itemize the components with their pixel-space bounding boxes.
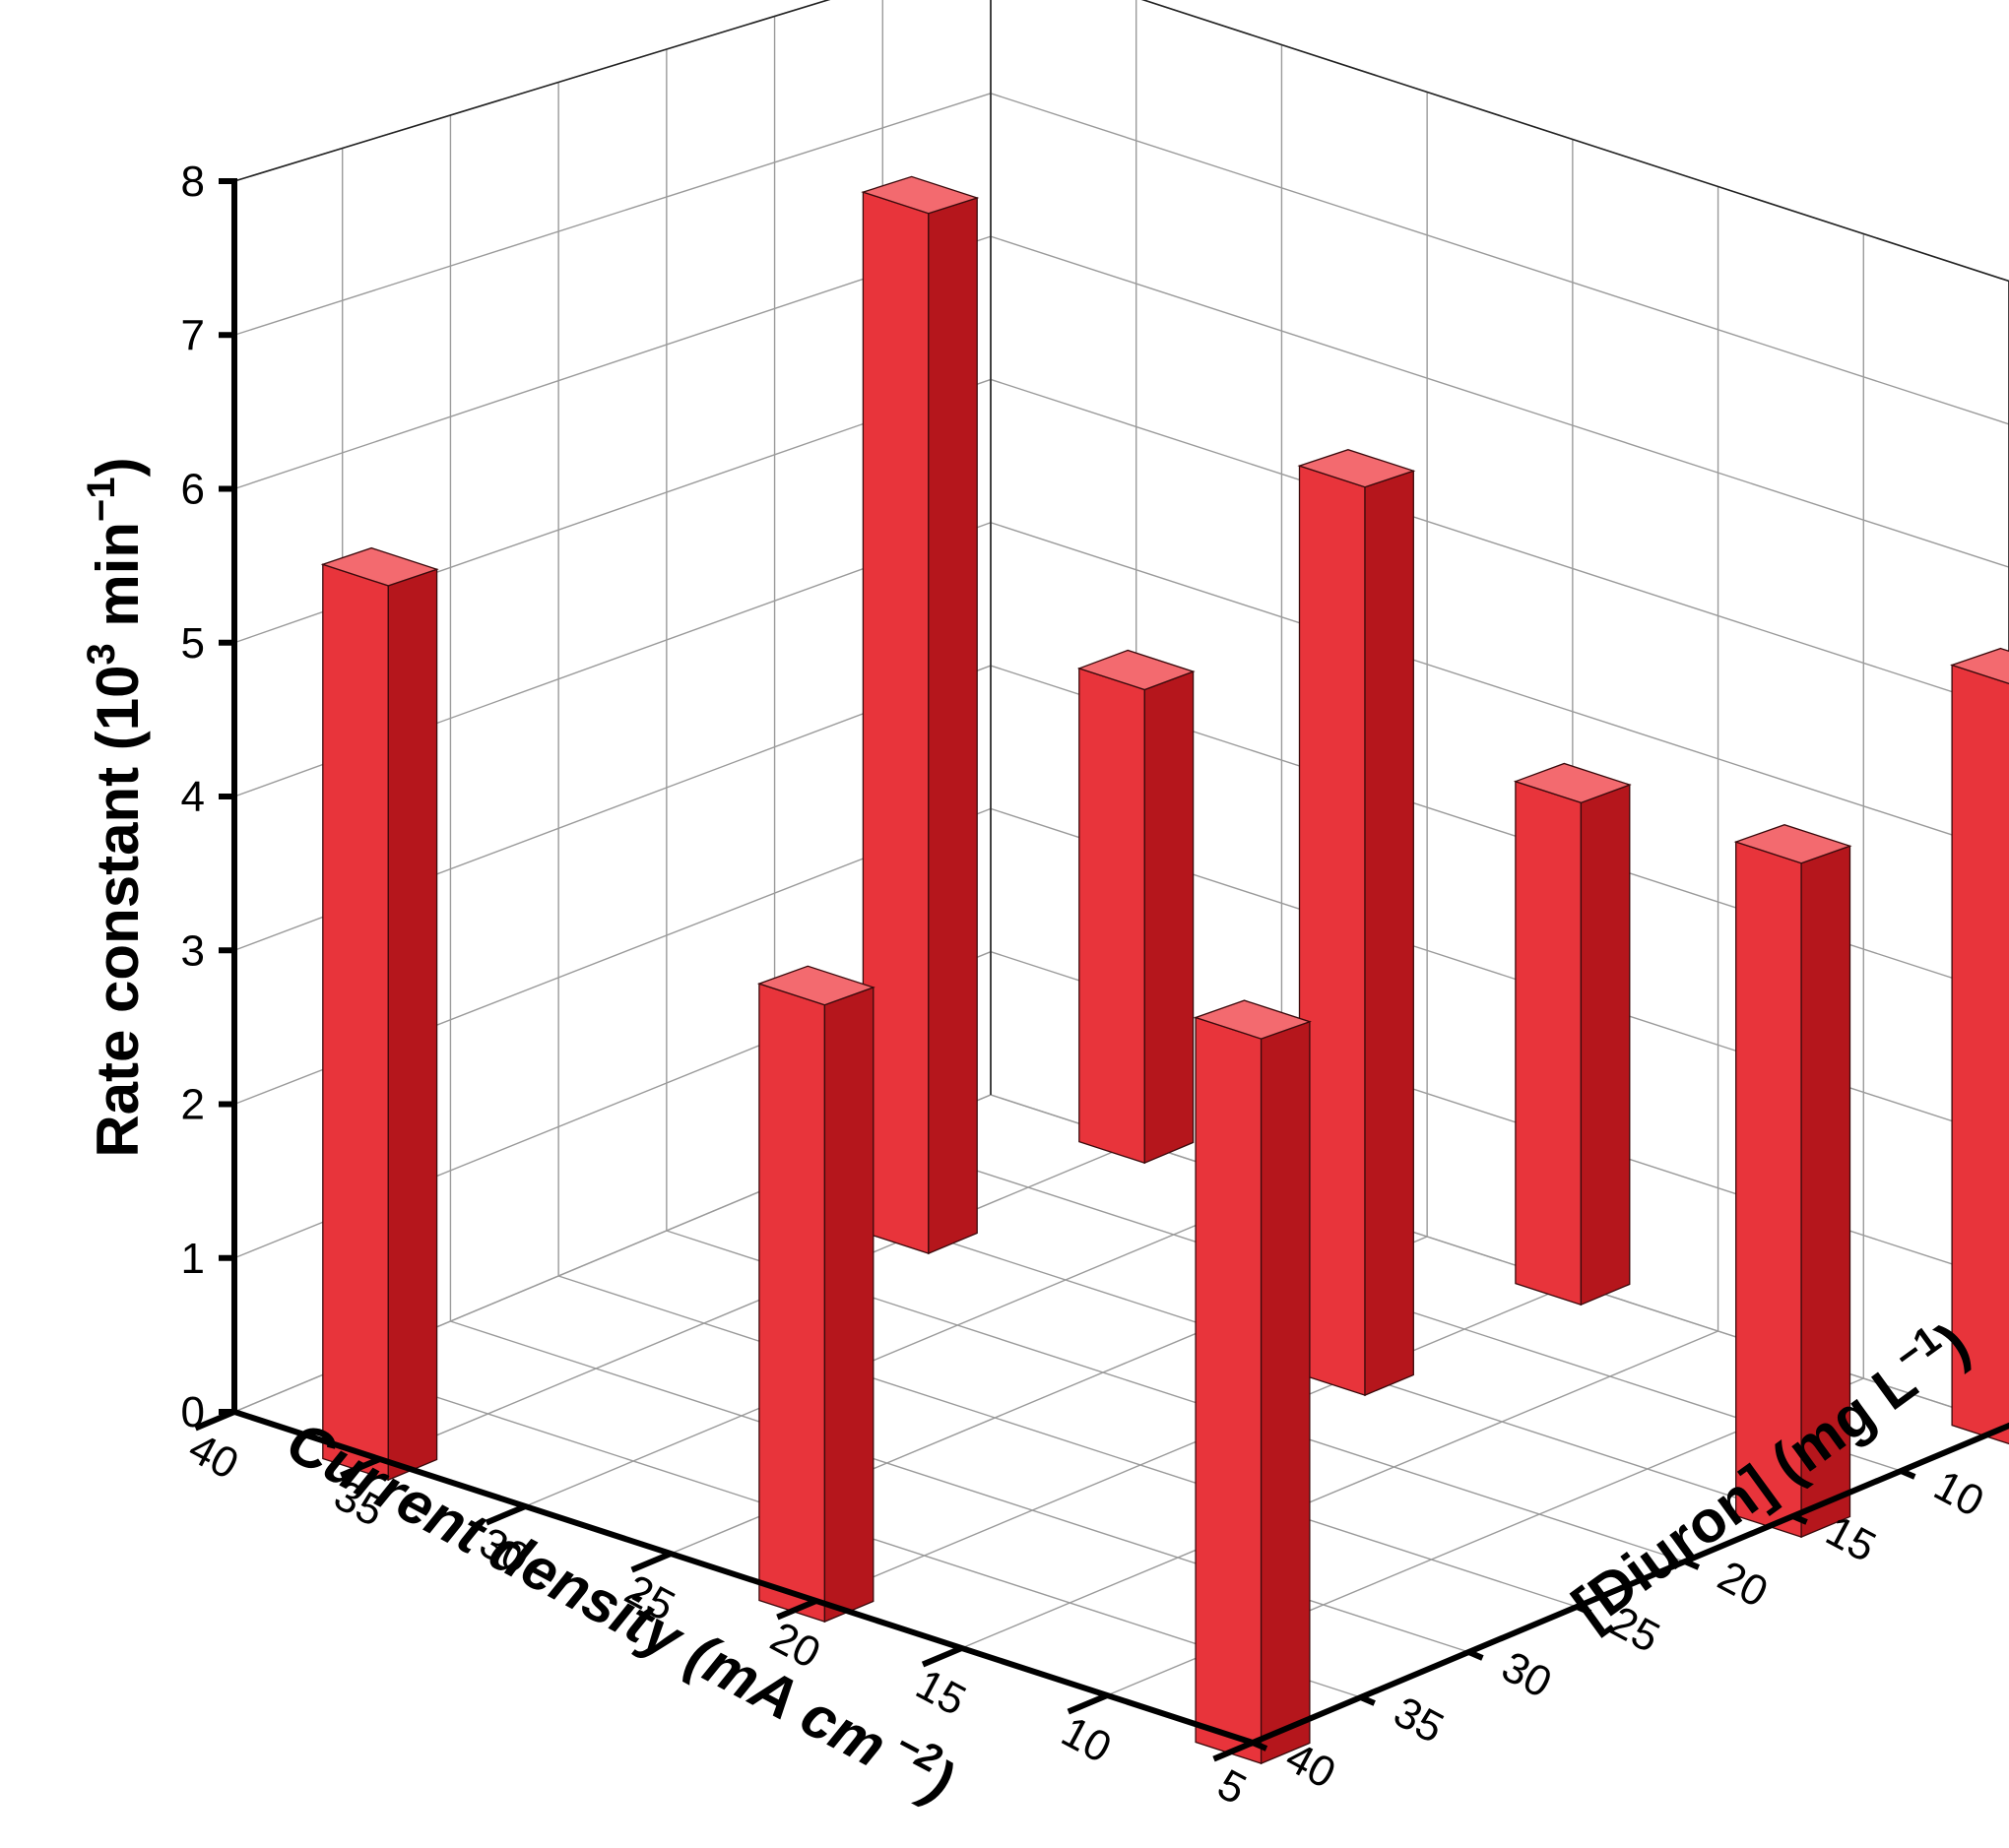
left-wall-h-line [233,0,831,182]
y-tick-label: 30 [1494,1642,1559,1707]
right-wall-h-line [990,93,2009,425]
y-tick-label: 10 [1926,1461,1991,1526]
y-tick [1791,1513,1808,1525]
axes [194,178,2009,1762]
z-tick-label: 5 [181,619,205,668]
right-wall-h-line [990,378,2009,712]
y-tick [1467,1649,1484,1661]
x-tick [340,1456,381,1479]
floor-grid-line [815,1283,1574,1602]
z-tick-label: 0 [181,1388,205,1436]
x-tick-label: 5 [1209,1760,1254,1815]
x-tick [776,1598,818,1621]
left-wall-h-line [233,93,992,336]
y-tick [1683,1559,1701,1570]
x-tick-label: 10 [1054,1707,1119,1772]
bar [861,175,980,1255]
x-tick [1067,1692,1109,1715]
y-axis-line [1249,1422,2009,1747]
x-tick [921,1645,963,1668]
bar [1950,647,2009,1445]
floor-grid-line [961,1330,1718,1649]
right-wall-h-line [990,235,2009,568]
x-tick [485,1503,527,1526]
bar [1194,999,1312,1765]
bar-front-face [758,983,826,1623]
floor-grid-line [379,1141,1136,1460]
bar-front-face [1951,664,2009,1445]
bar-side-face [823,986,875,1624]
frame-top-left [233,0,831,182]
floor-grid-line [525,1188,1282,1507]
bar-front-face [1195,1016,1263,1764]
z-tick-label: 4 [181,773,205,821]
y-tick-label: 20 [1711,1552,1776,1617]
z-tick-label: 6 [181,466,205,514]
z-tick-label: 7 [181,311,205,359]
bar [1513,762,1632,1306]
bar-top-face [1297,449,1416,488]
x-tick [1212,1740,1255,1762]
right-wall-h-line [1141,0,2009,283]
bar-top-face [1733,824,1852,864]
z-tick-label: 3 [181,926,205,975]
bar-top-face [1950,647,2009,684]
y-tick [1359,1694,1376,1706]
bar [756,965,875,1624]
bar-side-face [928,197,978,1255]
z-tick-label: 1 [181,1235,205,1283]
bar-top-face [861,175,980,215]
bar-top-face [1076,649,1196,691]
x-tick [630,1551,673,1573]
bar [1297,449,1416,1397]
bar-side-face [387,568,438,1482]
right-wall-h-line [990,522,2009,855]
y-tick [1900,1468,1916,1480]
bar-top-face [320,546,439,587]
x-axis-line [230,1408,1257,1747]
bar-side-face [1260,1020,1311,1765]
bar-side-face [1580,784,1631,1306]
bar-top-face [1513,762,1632,803]
y-tick-label: 35 [1386,1688,1451,1752]
bar [1733,824,1852,1539]
bar-front-face [1078,668,1145,1165]
bars [320,175,2009,1765]
bar-side-face [1143,670,1195,1165]
bar-top-face [756,965,875,1006]
frame-top-right [1140,0,2009,283]
y-tick [1251,1740,1268,1752]
bar-top-face [1194,999,1312,1040]
bar [320,546,439,1482]
x-tick [194,1409,236,1432]
floor-grid-line [557,1275,1578,1608]
z-tick-label: 8 [181,158,205,206]
z-tick-label: 2 [181,1081,205,1129]
x-tick-label: 15 [908,1660,973,1725]
bar-front-face [322,563,389,1481]
bar-front-face [1515,780,1583,1306]
bar-side-face [1364,470,1414,1397]
bar [1076,649,1196,1165]
z-axis-title: Rate constant (103 min−1) [80,457,151,1157]
y-tick [1575,1604,1592,1616]
